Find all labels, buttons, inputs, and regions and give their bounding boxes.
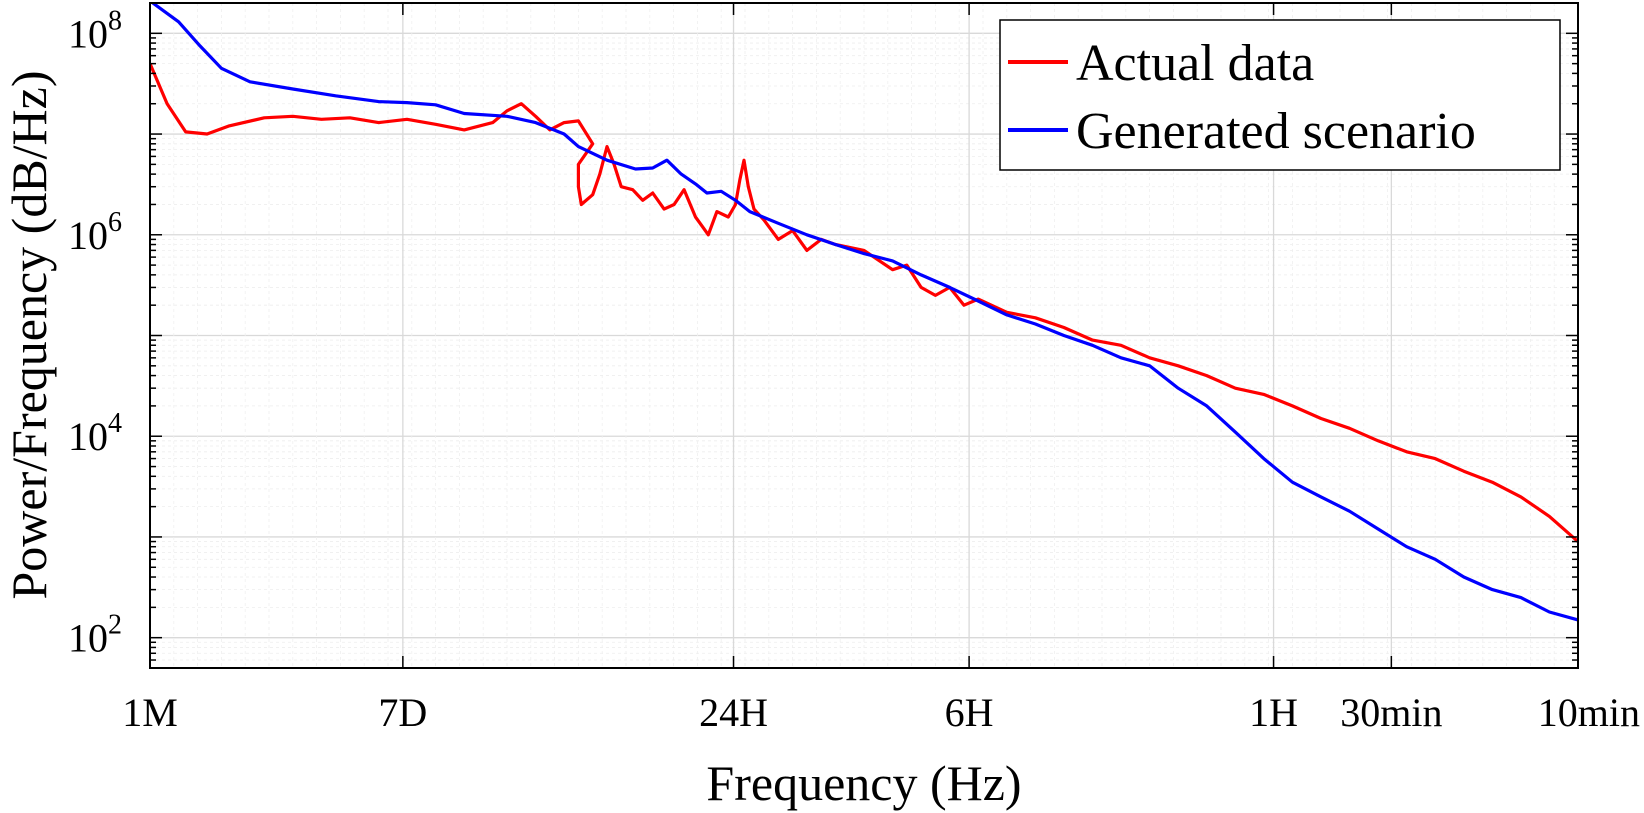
x-axis-title: Frequency (Hz) [706, 755, 1021, 811]
series-line-generated [150, 3, 1578, 622]
x-tick-label: 10min [1538, 690, 1640, 735]
legend: Actual data Generated scenario [999, 19, 1561, 171]
y-tick-label: 106 [68, 207, 122, 258]
series-line-actual [150, 62, 1578, 543]
legend-box [999, 19, 1561, 171]
y-axis-title: Power/Frequency (dB/Hz) [1, 70, 57, 599]
x-tick-label: 30min [1340, 690, 1442, 735]
y-tick-label: 108 [68, 5, 122, 56]
legend-label-generated: Generated scenario [1076, 103, 1476, 160]
x-tick-label: 6H [945, 690, 994, 735]
x-tick-label: 7D [378, 690, 427, 735]
y-tick-label: 104 [68, 408, 122, 459]
y-tick-label: 102 [68, 610, 122, 661]
axis-ticks [149, 2, 1579, 669]
series-layer [150, 3, 1578, 622]
x-tick-labels: 1M 7D 24H 6H 1H 30min 10min [122, 690, 1640, 735]
x-tick-label: 1M [122, 690, 178, 735]
x-tick-label: 24H [699, 690, 768, 735]
x-tick-label: 1H [1249, 690, 1298, 735]
y-tick-labels: 102 104 106 108 [68, 5, 122, 660]
legend-label-actual: Actual data [1076, 35, 1314, 92]
